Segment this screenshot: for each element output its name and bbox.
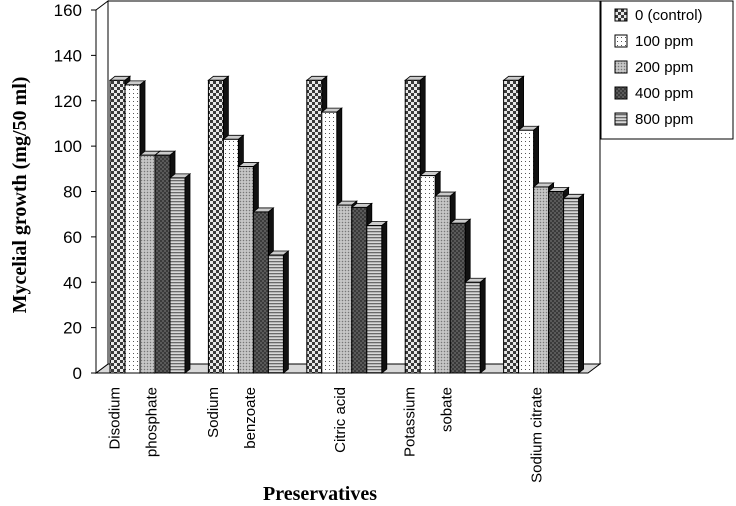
bar-side: [479, 277, 486, 374]
x-category-label: sobate: [439, 387, 456, 432]
y-tick-label: 0: [73, 364, 82, 383]
y-tick-label: 20: [63, 319, 82, 338]
bar-front: [237, 166, 254, 374]
bar-front: [419, 175, 436, 374]
bar-front: [548, 191, 565, 374]
legend-label: 800 ppm: [635, 111, 693, 128]
x-category-label: Sodium citrate: [529, 387, 546, 483]
x-category-label: phosphate: [144, 387, 161, 457]
y-axis-title: Mycelial growth (mg/50 ml): [9, 77, 31, 314]
legend-swatch: [614, 112, 628, 126]
x-category-label: Sodium: [205, 387, 222, 438]
bar-front: [252, 211, 269, 374]
legend-label: 200 ppm: [635, 59, 693, 76]
bar-front: [434, 195, 451, 374]
bar-front: [207, 79, 224, 374]
bar-front: [109, 79, 126, 374]
y-tick-label: 160: [54, 1, 82, 20]
bar-front: [124, 84, 141, 374]
legend-label: 0 (control): [635, 7, 703, 24]
bar: [562, 193, 585, 374]
plot-side-wall: [95, 0, 109, 374]
legend-swatch: [614, 86, 628, 100]
bar-front: [336, 204, 353, 374]
x-category-label: Citric acid: [332, 387, 349, 453]
y-tick-label: 120: [54, 92, 82, 111]
x-category-label: Potassium: [402, 387, 419, 457]
bar-side: [282, 250, 289, 374]
bar-front: [267, 254, 284, 374]
legend-swatch: [614, 60, 628, 74]
y-tick-label: 100: [54, 137, 82, 156]
bar-front: [169, 177, 186, 374]
x-category-label: benzoate: [242, 387, 259, 449]
bar: [365, 220, 388, 374]
y-tick-label: 60: [63, 228, 82, 247]
bar: [464, 277, 487, 374]
legend-swatch: [614, 8, 628, 22]
bar-side: [381, 220, 388, 374]
bar-front: [222, 138, 239, 374]
x-tick-labels: Disodium phosphate Sodium benzoate Citric ac…: [107, 387, 546, 483]
bar-front: [321, 111, 338, 374]
bar-front: [563, 197, 580, 374]
legend-swatch: [614, 34, 628, 48]
bar-series: [108, 75, 585, 374]
x-category-label: Disodium: [107, 387, 124, 450]
bar: [168, 173, 192, 374]
bar-front: [351, 206, 368, 374]
y-tick-label: 140: [54, 46, 82, 65]
y-axis: 0 20 40 60 80 100 120 140 160: [54, 1, 97, 383]
bar-front: [306, 79, 323, 374]
bar-side: [184, 173, 191, 374]
bar-front: [154, 154, 171, 374]
bar-front: [404, 79, 421, 374]
legend-label: 400 ppm: [635, 85, 693, 102]
bar-side: [578, 193, 584, 374]
bar-front: [366, 225, 383, 374]
bar-front: [503, 79, 520, 374]
bar-front: [139, 154, 156, 374]
legend-label: 100 ppm: [635, 33, 693, 50]
bar: [267, 250, 290, 374]
legend: 0 (control) 100 ppm 200 ppm 400 ppm 800 ppm: [600, 0, 734, 140]
x-axis-title: Preservatives: [263, 483, 377, 505]
y-tick-label: 80: [63, 183, 82, 202]
bar-front: [518, 129, 535, 374]
bar-front: [464, 281, 481, 374]
bar-front: [449, 222, 466, 374]
y-tick-label: 40: [63, 273, 82, 292]
bar-front: [533, 186, 550, 374]
